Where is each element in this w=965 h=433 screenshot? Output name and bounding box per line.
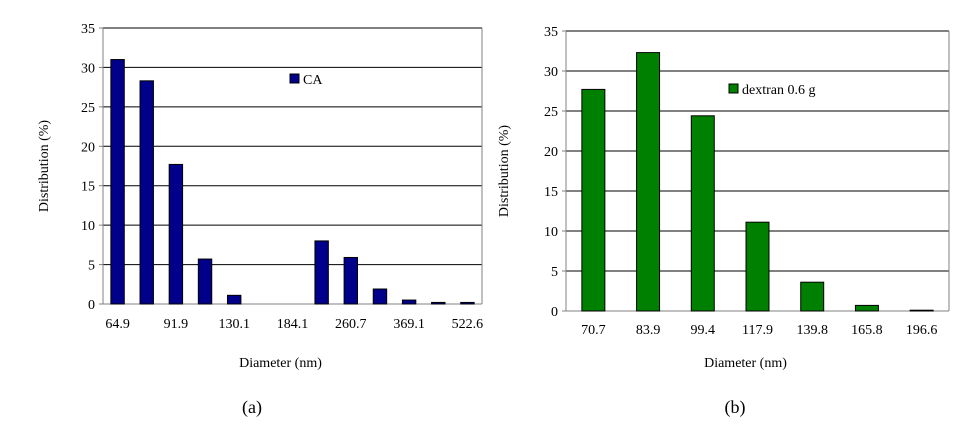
y-tick-label-b-2: 10 (544, 225, 558, 240)
x-tick-label-a-4: 130.1 (218, 317, 250, 332)
y-tick-label-a-3: 15 (81, 180, 95, 195)
legend-b: dextran 0.6 g (728, 83, 815, 98)
bar-a-1 (139, 80, 154, 305)
bar-b-3 (745, 221, 770, 312)
x-tick-label-a-8: 260.7 (335, 317, 367, 332)
x-axis-title-b: Diameter (nm) (704, 356, 787, 371)
y-tick-label-a-7: 35 (81, 22, 95, 37)
grid-lines-a (99, 27, 483, 305)
x-tick-label-b-0: 70.7 (581, 323, 606, 338)
grid-lines-b (562, 30, 950, 312)
bar-b-6 (909, 309, 934, 312)
bar-a-2 (168, 163, 184, 305)
y-axis-title-b: Distribution (%) (497, 125, 512, 217)
y-tick-label-a-2: 10 (81, 219, 95, 234)
y-tick-labels-b: 0 5 10 15 20 25 30 35 (544, 25, 558, 320)
bar-a-0 (110, 59, 125, 305)
x-axis-title-a: Diameter (nm) (239, 356, 322, 371)
y-tick-label-a-4: 20 (81, 140, 95, 155)
bar-a-3 (197, 258, 213, 305)
bar-a-11 (431, 301, 446, 305)
bar-b-5 (854, 304, 879, 312)
chart-panel-b: 0 5 10 15 20 25 30 35 70.7 83.9 99.4 117.9 139.8 165… (497, 25, 950, 418)
x-tick-label-b-2: 99.4 (691, 323, 716, 338)
bar-b-1 (636, 52, 661, 312)
x-tick-label-a-10: 369.1 (393, 317, 425, 332)
x-tick-labels-b: 70.7 83.9 99.4 117.9 139.8 165.8 196.6 (581, 323, 937, 338)
y-tick-label-b-3: 15 (544, 185, 558, 200)
y-tick-label-b-6: 30 (544, 65, 558, 80)
bar-a-10 (401, 299, 417, 305)
x-tick-label-a-2: 91.9 (164, 317, 189, 332)
y-tick-label-b-7: 35 (544, 25, 558, 40)
x-tick-labels-a: 64.9 91.9 130.1 184.1 260.7 369.1 522.6 (105, 317, 483, 332)
y-tick-label-a-6: 30 (81, 61, 95, 76)
y-tick-label-a-5: 25 (81, 101, 95, 116)
bar-a-8 (343, 256, 359, 305)
y-axis-title-a: Distribution (%) (37, 120, 52, 212)
x-tick-label-a-12: 522.6 (452, 317, 484, 332)
y-tick-label-b-5: 25 (544, 105, 558, 120)
legend-a: CA (289, 73, 323, 88)
x-tick-label-a-6: 184.1 (277, 317, 309, 332)
y-tick-label-b-4: 20 (544, 145, 558, 160)
x-tick-label-b-4: 139.8 (796, 323, 828, 338)
x-tick-label-b-3: 117.9 (742, 323, 773, 338)
bar-a-9 (372, 288, 388, 305)
legend-swatch-a (289, 73, 300, 84)
chart-panel-a: 0 5 10 15 20 25 30 35 64.9 91.9 130.1 184.1 260.7 36… (37, 22, 483, 418)
bar-b-2 (690, 115, 715, 312)
y-tick-label-b-1: 5 (551, 265, 558, 280)
x-tick-label-b-6: 196.6 (906, 323, 938, 338)
bar-a-12 (460, 301, 475, 305)
x-tick-label-b-1: 83.9 (636, 323, 661, 338)
legend-label-b: dextran 0.6 g (742, 83, 815, 98)
x-tick-label-b-5: 165.8 (851, 323, 883, 338)
caption-b: (b) (725, 397, 746, 418)
bar-a-7 (314, 240, 329, 305)
x-tick-label-a-0: 64.9 (105, 317, 130, 332)
bars-b (581, 52, 934, 312)
bar-b-0 (581, 88, 606, 312)
bars-a (110, 59, 475, 305)
caption-a: (a) (242, 397, 262, 418)
y-tick-label-a-1: 5 (88, 259, 95, 274)
legend-label-a: CA (303, 73, 323, 88)
y-tick-label-b-0: 0 (551, 305, 558, 320)
y-tick-labels-a: 0 5 10 15 20 25 30 35 (81, 22, 95, 313)
bar-b-4 (800, 281, 825, 312)
bar-a-4 (226, 294, 242, 305)
y-tick-label-a-0: 0 (88, 298, 95, 313)
legend-swatch-b (728, 83, 739, 94)
